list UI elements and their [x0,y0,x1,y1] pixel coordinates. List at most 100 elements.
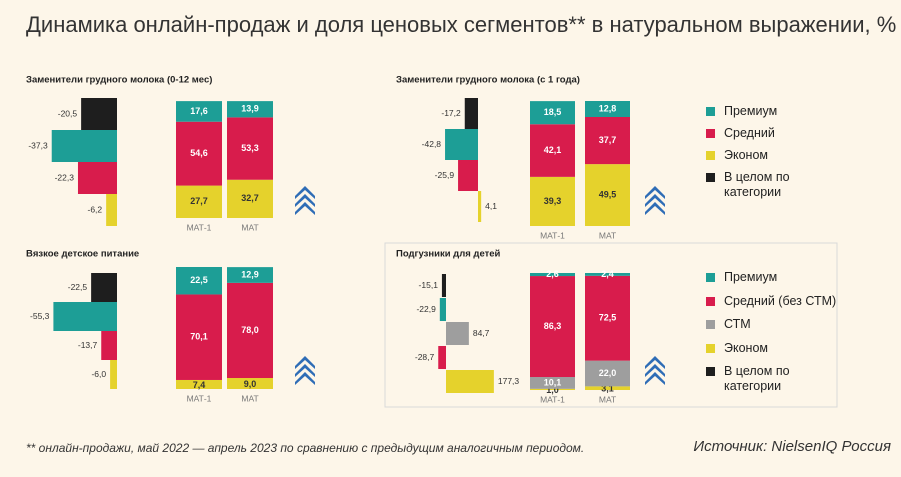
growth-bar-premium [439,298,446,321]
legend-item-econom: Эконом [706,148,768,163]
segment-label-middle: 72,5 [599,313,617,323]
segment-label-premium: 12,8 [599,103,617,113]
category-label: МАТ [241,393,258,403]
category-label: МАТ-1 [540,394,565,404]
legend-label: СТМ [724,317,751,331]
category-label: МАТ-1 [540,230,565,240]
growth-bar-total [91,273,117,302]
segment-label-econom: 32,7 [241,193,259,203]
stack-segment-econom [176,185,222,218]
growth-bar-premium [53,302,117,331]
segment-label-middle: 53,3 [241,143,259,153]
growth-label-total: -17,2 [441,108,461,118]
panel-title: Заменители грудного молока (0-12 мес) [26,75,212,86]
growth-label-premium: -22,9 [416,304,436,314]
legend-item-total: В целом по категории [706,170,809,200]
growth-label-middle: -28,7 [415,352,435,362]
arrow-chevron [645,186,665,199]
stack-segment-econom [585,164,630,226]
growth-label-total: -20,5 [58,108,78,118]
growth-bar-econom [446,370,494,393]
arrow-chevron [645,202,665,215]
stack-segment-premium [176,101,222,122]
stack-segment-middle [530,124,575,177]
growth-bar-total [464,98,478,129]
arrow-chevron [295,372,315,385]
segment-label-middle: 54,6 [190,148,208,158]
growth-arrow-icon [645,186,665,215]
segment-label-premium: 2,4 [601,269,614,279]
stack-segment-econom [227,378,273,389]
segment-label-middle: 86,3 [544,321,562,331]
stack-segment-econom [530,176,575,226]
arrow-chevron [295,194,315,207]
legend-label: Средний [724,126,775,140]
growth-label-econom: -6,0 [91,369,106,379]
legend-swatch [706,107,715,116]
stack-segment-middle [585,275,630,361]
stack-segment-premium [227,267,273,283]
panel-title: Заменители грудного молока (с 1 года) [396,75,580,86]
stack-segment-middle [176,294,222,380]
footnote: ** онлайн-продажи, май 2022 — апрель 202… [26,441,585,455]
stack-segment-middle [585,117,630,165]
growth-bar-middle [77,162,117,194]
segment-label-middle: 42,1 [544,145,562,155]
category-label: МАТ [599,230,616,240]
segment-label-econom: 7,4 [193,380,206,390]
panel-title: Вязкое детское питание [26,249,139,260]
legend-item-econom: Эконом [706,341,768,356]
legend-swatch [706,343,715,353]
arrow-chevron [645,372,665,385]
growth-label-total: -22,5 [68,282,88,292]
legend-label: В целом по категории [724,364,790,393]
stack-segment-middle [176,121,222,186]
category-label: МАТ [241,222,258,232]
growth-label-middle: -13,7 [78,340,98,350]
segment-label-econom: 39,3 [544,196,562,206]
segment-label-econom: 9,0 [244,379,257,389]
legend-swatch [706,173,715,182]
stack-segment-stm [530,377,575,389]
page-title: Динамика онлайн-продаж и доля ценовых се… [26,12,897,37]
stack-segment-econom [176,379,222,389]
legend-swatch [706,367,715,376]
category-label: МАТ-1 [187,393,212,403]
segment-label-middle: 70,1 [190,332,208,342]
growth-bar-middle [438,346,446,369]
stack-segment-econom [530,388,575,390]
growth-label-middle: -25,9 [435,170,455,180]
legend-label: Средний (без СТМ) [724,293,837,308]
legend-item-stm: СТМ [706,317,751,332]
arrow-chevron [645,356,665,369]
arrow-chevron [295,356,315,369]
stack-segment-stm [585,360,630,387]
stack-segment-econom [227,179,273,218]
stack-segment-premium [585,101,630,117]
growth-label-econom: 177,3 [498,376,520,386]
growth-bar-middle [101,331,117,360]
growth-bar-total [81,98,117,130]
segment-label-econom: 49,5 [599,189,617,199]
stack-segment-econom [585,386,630,390]
stack-segment-middle [227,282,273,379]
legend-swatch [706,129,715,138]
growth-label-premium: -42,8 [422,139,442,149]
growth-label-premium: -55,3 [30,311,50,321]
segment-label-premium: 18,5 [544,107,562,117]
legend-swatch [706,296,715,306]
legend-item-middle: Средний [706,126,775,141]
segment-label-stm: 10,1 [544,377,562,387]
growth-label-total: -15,1 [419,280,439,290]
segment-label-econom: 27,7 [190,196,208,206]
legend-swatch [706,273,715,282]
stack-segment-premium [227,101,273,118]
arrow-chevron [295,186,315,199]
legend-item-total: В целом по категории [706,364,809,394]
segment-label-premium: 2,6 [546,269,559,279]
growth-arrow-icon [645,356,665,385]
growth-label-middle: -22,3 [55,172,75,182]
growth-bar-econom [478,191,482,222]
panel-title: Подгузники для детей [396,249,501,260]
legend-label: Эконом [724,340,768,355]
